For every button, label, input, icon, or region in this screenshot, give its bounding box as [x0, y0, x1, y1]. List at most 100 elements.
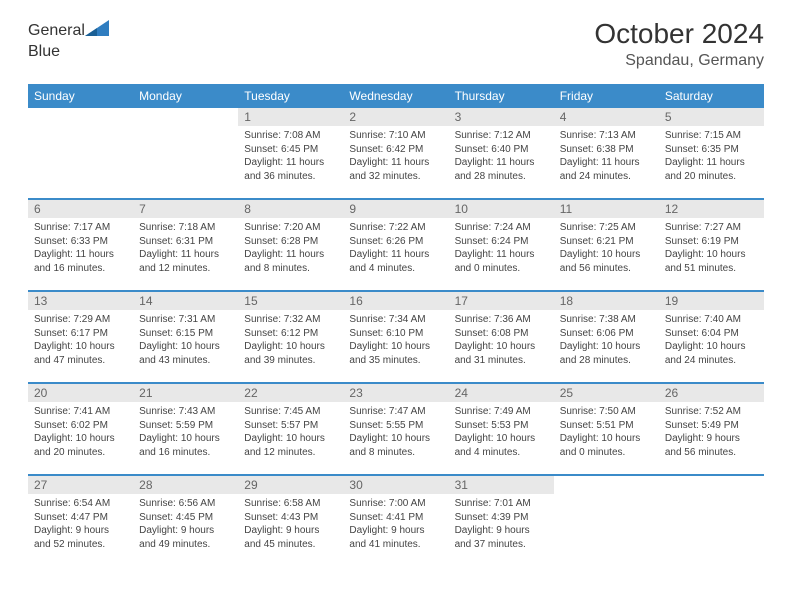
weekday-header-row: Sunday Monday Tuesday Wednesday Thursday… [28, 84, 764, 108]
sunset-text: Sunset: 6:19 PM [665, 235, 758, 249]
day-details: Sunrise: 7:31 AMSunset: 6:15 PMDaylight:… [133, 310, 238, 372]
day-details: Sunrise: 7:41 AMSunset: 6:02 PMDaylight:… [28, 402, 133, 464]
daylight-text: Daylight: 10 hours and 39 minutes. [244, 340, 337, 367]
sunrise-text: Sunrise: 7:00 AM [349, 497, 442, 511]
sunrise-text: Sunrise: 7:36 AM [455, 313, 548, 327]
daylight-text: Daylight: 10 hours and 43 minutes. [139, 340, 232, 367]
day-number: 30 [343, 476, 448, 494]
sunrise-text: Sunrise: 7:40 AM [665, 313, 758, 327]
sunset-text: Sunset: 6:42 PM [349, 143, 442, 157]
daylight-text: Daylight: 10 hours and 28 minutes. [560, 340, 653, 367]
sunrise-text: Sunrise: 7:17 AM [34, 221, 127, 235]
day-number: 18 [554, 292, 659, 310]
daylight-text: Daylight: 10 hours and 31 minutes. [455, 340, 548, 367]
day-number: 31 [449, 476, 554, 494]
day-details: Sunrise: 7:52 AMSunset: 5:49 PMDaylight:… [659, 402, 764, 464]
calendar-cell: 27Sunrise: 6:54 AMSunset: 4:47 PMDayligh… [28, 475, 133, 566]
day-number: 11 [554, 200, 659, 218]
sunrise-text: Sunrise: 7:15 AM [665, 129, 758, 143]
calendar-cell: 23Sunrise: 7:47 AMSunset: 5:55 PMDayligh… [343, 383, 448, 475]
day-details: Sunrise: 7:10 AMSunset: 6:42 PMDaylight:… [343, 126, 448, 188]
sunset-text: Sunset: 6:17 PM [34, 327, 127, 341]
day-details: Sunrise: 7:34 AMSunset: 6:10 PMDaylight:… [343, 310, 448, 372]
page-title: October 2024 [594, 18, 764, 50]
sunrise-text: Sunrise: 7:27 AM [665, 221, 758, 235]
sunset-text: Sunset: 6:38 PM [560, 143, 653, 157]
calendar-cell: 6Sunrise: 7:17 AMSunset: 6:33 PMDaylight… [28, 199, 133, 291]
day-number: 13 [28, 292, 133, 310]
calendar-cell: 17 Sunrise: 7:36 AMSunset: 6:08 PMDayligh… [449, 291, 554, 383]
sunrise-text: Sunrise: 7:52 AM [665, 405, 758, 419]
day-details: Sunrise: 7:29 AMSunset: 6:17 PMDaylight:… [28, 310, 133, 372]
calendar-cell: 13Sunrise: 7:29 AMSunset: 6:17 PMDayligh… [28, 291, 133, 383]
sunset-text: Sunset: 6:26 PM [349, 235, 442, 249]
sunrise-text: Sunrise: 7:18 AM [139, 221, 232, 235]
calendar-week-row: 27Sunrise: 6:54 AMSunset: 4:47 PMDayligh… [28, 475, 764, 566]
sunrise-text: Sunrise: 6:56 AM [139, 497, 232, 511]
calendar-cell: 24Sunrise: 7:49 AMSunset: 5:53 PMDayligh… [449, 383, 554, 475]
day-number: 5 [659, 108, 764, 126]
day-details: Sunrise: 7:17 AMSunset: 6:33 PMDaylight:… [28, 218, 133, 280]
daylight-text: Daylight: 9 hours and 37 minutes. [455, 524, 548, 551]
day-number: 28 [133, 476, 238, 494]
sunset-text: Sunset: 5:59 PM [139, 419, 232, 433]
daylight-text: Daylight: 10 hours and 16 minutes. [139, 432, 232, 459]
daylight-text: Daylight: 9 hours and 52 minutes. [34, 524, 127, 551]
daylight-text: Daylight: 10 hours and 8 minutes. [349, 432, 442, 459]
sunrise-text: Sunrise: 7:41 AM [34, 405, 127, 419]
sunrise-text: Sunrise: 7:34 AM [349, 313, 442, 327]
day-number: 2 [343, 108, 448, 126]
calendar-cell: 3Sunrise: 7:12 AMSunset: 6:40 PMDaylight… [449, 108, 554, 199]
calendar-cell: 4Sunrise: 7:13 AMSunset: 6:38 PMDaylight… [554, 108, 659, 199]
calendar-cell: 15Sunrise: 7:32 AMSunset: 6:12 PMDayligh… [238, 291, 343, 383]
daylight-text: Daylight: 10 hours and 35 minutes. [349, 340, 442, 367]
calendar-cell [554, 475, 659, 566]
day-number: 26 [659, 384, 764, 402]
brand-part2: Blue [28, 43, 60, 61]
sunrise-text: Sunrise: 6:54 AM [34, 497, 127, 511]
day-number: 22 [238, 384, 343, 402]
sunrise-text: Sunrise: 7:20 AM [244, 221, 337, 235]
day-details: Sunrise: 7:47 AMSunset: 5:55 PMDaylight:… [343, 402, 448, 464]
sunrise-text: Sunrise: 7:32 AM [244, 313, 337, 327]
day-number: 16 [343, 292, 448, 310]
day-details: Sunrise: 7:20 AMSunset: 6:28 PMDaylight:… [238, 218, 343, 280]
day-details: Sunrise: 7:00 AMSunset: 4:41 PMDaylight:… [343, 494, 448, 556]
day-number: 7 [133, 200, 238, 218]
day-details: Sunrise: 6:54 AMSunset: 4:47 PMDaylight:… [28, 494, 133, 556]
sunrise-text: Sunrise: 7:13 AM [560, 129, 653, 143]
calendar-cell: 7Sunrise: 7:18 AMSunset: 6:31 PMDaylight… [133, 199, 238, 291]
daylight-text: Daylight: 11 hours and 36 minutes. [244, 156, 337, 183]
sunrise-text: Sunrise: 7:08 AM [244, 129, 337, 143]
day-details: Sunrise: 7:32 AMSunset: 6:12 PMDaylight:… [238, 310, 343, 372]
sunrise-text: Sunrise: 7:01 AM [455, 497, 548, 511]
calendar-cell [133, 108, 238, 199]
day-details: Sunrise: 7:24 AMSunset: 6:24 PMDaylight:… [449, 218, 554, 280]
day-number: 17 [449, 292, 554, 310]
calendar-cell: 5Sunrise: 7:15 AMSunset: 6:35 PMDaylight… [659, 108, 764, 199]
daylight-text: Daylight: 10 hours and 51 minutes. [665, 248, 758, 275]
daylight-text: Daylight: 9 hours and 56 minutes. [665, 432, 758, 459]
sunset-text: Sunset: 6:40 PM [455, 143, 548, 157]
day-number: 23 [343, 384, 448, 402]
day-number: 21 [133, 384, 238, 402]
daylight-text: Daylight: 11 hours and 16 minutes. [34, 248, 127, 275]
weekday-header: Thursday [449, 84, 554, 108]
sunrise-text: Sunrise: 7:50 AM [560, 405, 653, 419]
daylight-text: Daylight: 11 hours and 20 minutes. [665, 156, 758, 183]
day-number: 27 [28, 476, 133, 494]
calendar-cell [28, 108, 133, 199]
sunset-text: Sunset: 6:06 PM [560, 327, 653, 341]
sunrise-text: Sunrise: 7:10 AM [349, 129, 442, 143]
calendar-cell: 12Sunrise: 7:27 AMSunset: 6:19 PMDayligh… [659, 199, 764, 291]
calendar-cell: 2Sunrise: 7:10 AMSunset: 6:42 PMDaylight… [343, 108, 448, 199]
day-details: Sunrise: 7:08 AMSunset: 6:45 PMDaylight:… [238, 126, 343, 188]
sunset-text: Sunset: 6:15 PM [139, 327, 232, 341]
sunset-text: Sunset: 6:21 PM [560, 235, 653, 249]
sunset-text: Sunset: 6:33 PM [34, 235, 127, 249]
sunset-text: Sunset: 6:08 PM [455, 327, 548, 341]
day-number: 10 [449, 200, 554, 218]
logo-triangle-icon [85, 18, 111, 43]
sunrise-text: Sunrise: 7:31 AM [139, 313, 232, 327]
day-number: 3 [449, 108, 554, 126]
